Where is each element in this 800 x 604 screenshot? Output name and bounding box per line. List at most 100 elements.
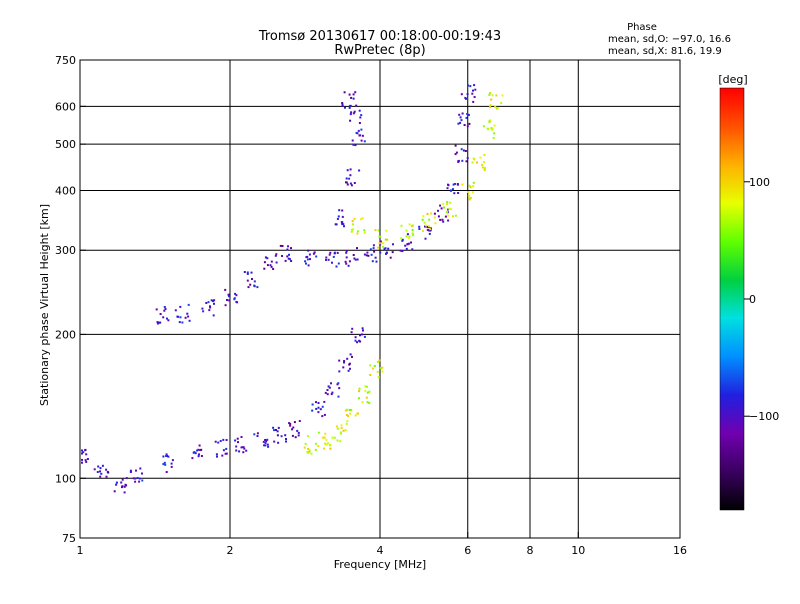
- echo-point: [457, 122, 460, 125]
- echo-point: [348, 106, 351, 109]
- echo-point: [346, 408, 348, 411]
- echo-point: [315, 442, 317, 445]
- echo-point: [364, 385, 367, 388]
- echo-point: [381, 370, 384, 373]
- echo-point: [351, 220, 354, 223]
- echo-point: [363, 140, 366, 143]
- echo-point: [179, 316, 182, 319]
- x-tick-label: 1: [77, 544, 84, 557]
- echo-point: [437, 209, 439, 212]
- echo-point: [374, 229, 377, 232]
- echo-point: [463, 124, 466, 126]
- echo-point: [332, 255, 335, 258]
- echo-point: [328, 386, 331, 389]
- x-tick-label: 2: [227, 544, 234, 557]
- echo-point: [365, 385, 368, 388]
- echo-point: [187, 315, 190, 318]
- echo-point: [483, 161, 485, 163]
- echo-point: [84, 459, 87, 462]
- echo-point: [324, 432, 327, 435]
- echo-point: [457, 192, 460, 194]
- echo-point: [216, 455, 218, 458]
- echo-point: [338, 209, 341, 212]
- echo-point: [358, 390, 361, 393]
- echo-point: [243, 447, 246, 450]
- echo-point: [354, 91, 357, 94]
- echo-point: [163, 461, 166, 464]
- echo-point: [468, 122, 471, 125]
- echo-point: [325, 443, 328, 446]
- echo-point: [442, 202, 445, 205]
- echo-point: [336, 251, 339, 254]
- echo-point: [359, 116, 362, 119]
- echo-point: [351, 327, 354, 330]
- echo-point: [81, 461, 83, 464]
- echo-point: [159, 313, 162, 315]
- echo-point: [369, 248, 372, 251]
- echo-point: [337, 382, 340, 385]
- echo-point: [237, 441, 239, 444]
- echo-point: [359, 134, 362, 137]
- echo-point: [360, 128, 363, 131]
- echo-point: [240, 436, 243, 438]
- echo-point: [176, 315, 179, 318]
- echo-point: [317, 402, 320, 404]
- echo-point: [287, 245, 289, 248]
- echo-point: [491, 94, 494, 97]
- echo-point: [317, 445, 320, 448]
- echo-point: [212, 300, 215, 303]
- echo-point: [347, 369, 350, 372]
- echo-point: [358, 109, 361, 112]
- echo-point: [494, 105, 497, 108]
- echo-point: [340, 424, 343, 427]
- echo-point: [349, 113, 352, 116]
- echo-point: [483, 153, 486, 156]
- echo-point: [474, 88, 477, 91]
- echo-point: [290, 247, 292, 250]
- echo-point: [246, 279, 249, 282]
- echo-point: [96, 471, 99, 473]
- echo-point: [307, 264, 310, 267]
- echo-point: [329, 251, 332, 254]
- x-tick-label: 6: [464, 544, 471, 557]
- echo-point: [325, 258, 327, 261]
- echo-point: [345, 177, 348, 180]
- echo-point: [228, 295, 230, 298]
- echo-point: [275, 429, 277, 431]
- echo-point: [447, 219, 450, 222]
- echo-point: [471, 92, 474, 95]
- echo-point: [453, 183, 456, 185]
- echo-point: [311, 409, 314, 412]
- echo-point: [129, 471, 132, 473]
- echo-point: [193, 451, 196, 454]
- echo-point: [472, 89, 474, 92]
- echo-point: [361, 401, 364, 404]
- echo-point: [163, 309, 166, 312]
- echo-point: [120, 481, 123, 484]
- echo-point: [429, 228, 432, 231]
- x-tick-label: 16: [673, 544, 687, 557]
- echo-point: [270, 265, 273, 268]
- echo-point: [347, 415, 349, 417]
- phase-stats-o: mean, sd,O: −97.0, 16.6: [608, 34, 731, 45]
- echo-point: [317, 406, 320, 409]
- echo-point: [408, 235, 411, 238]
- echo-point: [233, 298, 236, 301]
- echo-point: [358, 397, 360, 400]
- echo-point: [406, 243, 409, 246]
- echo-point: [361, 217, 364, 220]
- echo-point: [404, 244, 407, 247]
- echo-point: [205, 302, 208, 304]
- echo-point: [113, 490, 116, 493]
- echo-point: [479, 156, 482, 159]
- echo-point: [354, 339, 357, 342]
- echo-point: [288, 422, 291, 425]
- echo-point: [377, 376, 380, 379]
- echo-point: [465, 97, 467, 100]
- echo-point: [341, 215, 344, 218]
- echo-point: [340, 221, 343, 224]
- echo-point: [341, 222, 344, 225]
- echo-point: [350, 409, 353, 411]
- echo-point: [368, 402, 371, 405]
- echo-point: [350, 184, 353, 187]
